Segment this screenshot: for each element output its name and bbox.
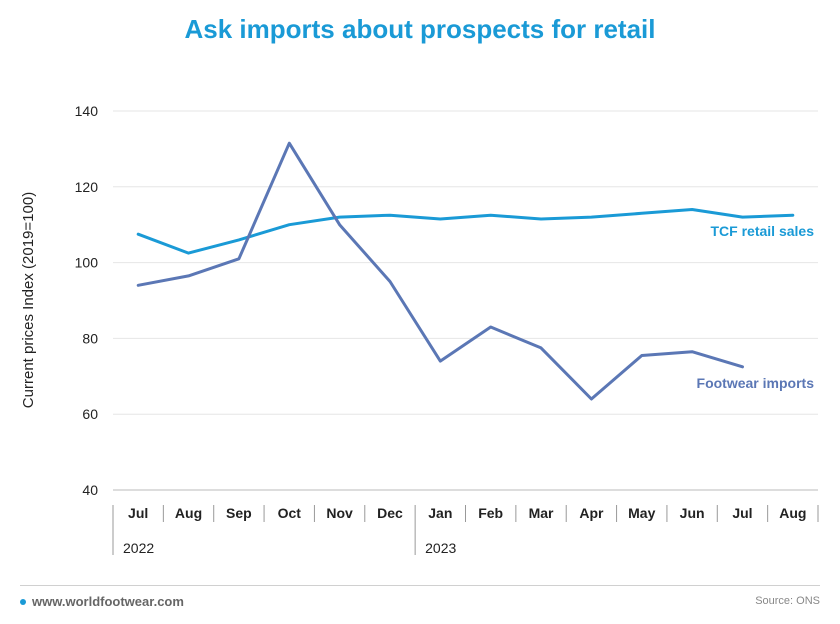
x-tick-label: Jul (732, 505, 752, 521)
x-tick-label: Dec (377, 505, 403, 521)
gridlines (113, 110, 818, 491)
year-label: 2022 (123, 540, 154, 556)
x-tick-label: Aug (779, 505, 806, 521)
series-lines (136, 141, 795, 401)
website-link[interactable]: www.worldfootwear.com (32, 594, 184, 609)
x-tick-label: May (628, 505, 655, 521)
y-axis: 40 60 80 100 120 140 (75, 103, 99, 498)
y-tick-label: 140 (75, 103, 99, 119)
x-tick-label: Apr (579, 505, 604, 521)
series-line-0 (136, 208, 795, 255)
x-tick-label: Jul (128, 505, 148, 521)
x-tick-label: Aug (175, 505, 202, 521)
y-tick-label: 120 (75, 179, 99, 195)
x-tick-label: Mar (529, 505, 554, 521)
x-axis: Jul Aug Sep Oct Nov Dec Jan Feb Mar Apr May Jun Jul A… (112, 505, 819, 556)
y-tick-label: 60 (82, 406, 98, 422)
x-tick-label: Nov (326, 505, 353, 521)
x-tick-label: Sep (226, 505, 252, 521)
series-labels: TCF retail sales Footwear imports (697, 223, 815, 391)
x-tick-label: Feb (478, 505, 503, 521)
series-label-1: Footwear imports (697, 375, 815, 391)
y-tick-label: 40 (82, 482, 98, 498)
bullet-icon (20, 598, 26, 605)
y-tick-label: 100 (75, 255, 99, 271)
footer-website[interactable]: www.worldfootwear.com (20, 594, 184, 609)
series-label-0: TCF retail sales (711, 223, 815, 239)
footer-divider (20, 585, 820, 586)
source-note: Source: ONS (755, 595, 820, 607)
series-line-1 (136, 141, 744, 401)
y-axis-label: Current prices Index (2019=100) (20, 192, 37, 408)
y-tick-label: 80 (82, 330, 98, 346)
year-label: 2023 (425, 540, 456, 556)
x-tick-label: Oct (278, 505, 302, 521)
chart-title: Ask imports about prospects for retail (184, 14, 656, 44)
x-tick-label: Jan (428, 505, 452, 521)
x-tick-label: Jun (680, 505, 705, 521)
